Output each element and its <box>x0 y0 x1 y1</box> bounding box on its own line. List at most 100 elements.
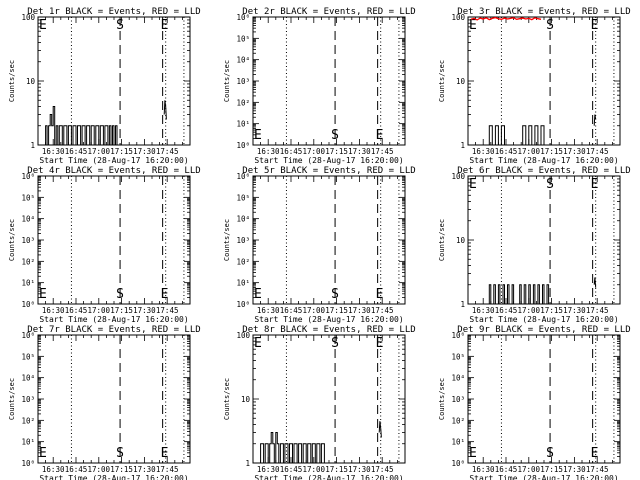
x-tick-label: 17:00 <box>303 306 326 315</box>
y-tick-label: 10⁵ <box>236 193 250 202</box>
x-axis-label: Start Time (28-Aug-17 16:20:00) <box>254 474 403 480</box>
marker-E-right: E <box>376 336 384 351</box>
chart-title: Det 9r BLACK = Events, RED = LLD <box>457 325 630 335</box>
x-tick-label: 17:15 <box>110 306 133 315</box>
x-tick-label: 16:45 <box>280 306 303 315</box>
chart-title: Det 7r BLACK = Events, RED = LLD <box>27 325 200 335</box>
y-tick-label: 1 <box>245 459 250 468</box>
x-tick-label: 17:30 <box>133 147 156 156</box>
x-tick-label: 17:15 <box>540 465 563 474</box>
marker-S: S <box>546 18 554 33</box>
y-tick-label: 100 <box>451 13 465 22</box>
y-tick-label: 10⁶ <box>236 172 250 181</box>
y-tick-label: 10⁰ <box>451 459 465 468</box>
y-axis-label: Counts/sec <box>438 219 446 261</box>
x-tick-label: 17:15 <box>325 147 348 156</box>
y-tick-label: 10⁰ <box>21 459 35 468</box>
events-series-late <box>593 114 597 126</box>
y-tick-label: 10¹ <box>451 438 465 447</box>
marker-E-left: E <box>254 287 262 302</box>
y-tick-label: 10¹ <box>236 120 250 129</box>
y-tick-label: 10¹ <box>236 279 250 288</box>
x-axis-label: Start Time (28-Aug-17 16:20:00) <box>39 315 188 324</box>
x-tick-label: 17:45 <box>586 147 609 156</box>
events-series <box>260 432 325 464</box>
x-tick-label: 16:45 <box>65 306 88 315</box>
marker-S: S <box>331 287 339 302</box>
x-tick-label: 16:30 <box>257 306 280 315</box>
x-tick-label: 17:45 <box>156 147 179 156</box>
x-axis-label: Start Time (28-Aug-17 16:20:00) <box>469 315 618 324</box>
plot-frame <box>252 175 406 305</box>
chart-title: Det 2r BLACK = Events, RED = LLD <box>242 7 415 17</box>
y-tick-label: 100 <box>236 331 250 340</box>
marker-S: S <box>546 446 554 461</box>
y-tick-label: 10 <box>241 395 251 404</box>
marker-S: S <box>116 18 124 33</box>
x-tick-label: 17:00 <box>88 147 111 156</box>
y-tick-label: 10¹ <box>21 438 35 447</box>
x-tick-label: 17:00 <box>518 306 541 315</box>
x-tick-label: 16:45 <box>65 147 88 156</box>
x-tick-label: 17:45 <box>371 306 394 315</box>
x-tick-label: 17:15 <box>540 147 563 156</box>
x-axis-label: Start Time (28-Aug-17 16:20:00) <box>39 474 188 480</box>
y-tick-label: 10² <box>236 98 250 107</box>
x-tick-label: 17:00 <box>88 465 111 474</box>
marker-E-right: E <box>161 287 169 302</box>
x-tick-label: 17:30 <box>348 465 371 474</box>
x-tick-label: 16:45 <box>280 147 303 156</box>
x-tick-label: 17:45 <box>371 147 394 156</box>
x-tick-label: 16:30 <box>42 306 65 315</box>
plot-frame <box>37 334 191 464</box>
marker-E-right: E <box>591 18 599 33</box>
x-tick-label: 17:30 <box>563 147 586 156</box>
y-tick-label: 10 <box>456 77 466 86</box>
y-tick-label: 10³ <box>236 236 250 245</box>
y-tick-label: 10⁵ <box>21 193 35 202</box>
events-series <box>488 284 550 305</box>
y-tick-label: 10⁴ <box>451 374 465 383</box>
x-axis-label: Start Time (28-Aug-17 16:20:00) <box>39 156 188 165</box>
marker-E-left: E <box>469 177 477 192</box>
x-tick-label: 16:30 <box>472 465 495 474</box>
y-tick-label: 10⁴ <box>21 374 35 383</box>
marker-E-right: E <box>161 446 169 461</box>
marker-S: S <box>331 128 339 143</box>
chart-title: Det 8r BLACK = Events, RED = LLD <box>242 325 415 335</box>
x-tick-label: 16:45 <box>495 306 518 315</box>
plot-frame <box>252 16 406 146</box>
marker-E-left: E <box>469 446 477 461</box>
y-axis-label: Counts/sec <box>8 60 16 102</box>
x-axis-label: Start Time (28-Aug-17 16:20:00) <box>469 474 618 480</box>
chart-title: Det 4r BLACK = Events, RED = LLD <box>27 166 200 176</box>
plot-frame <box>467 334 621 464</box>
x-tick-label: 17:00 <box>88 306 111 315</box>
x-tick-label: 17:00 <box>518 465 541 474</box>
y-tick-label: 10 <box>26 77 36 86</box>
x-tick-label: 17:30 <box>348 306 371 315</box>
y-axis-label: Counts/sec <box>223 219 231 261</box>
y-tick-label: 10⁵ <box>451 352 465 361</box>
chart-panel-5: Det 5r BLACK = Events, RED = LLD Counts/s… <box>223 166 416 324</box>
y-tick-label: 10⁶ <box>21 172 35 181</box>
x-tick-label: 17:45 <box>371 465 394 474</box>
x-axis-label: Start Time (28-Aug-17 16:20:00) <box>254 156 403 165</box>
chart-panel-8: Det 8r BLACK = Events, RED = LLD Counts/s… <box>223 325 416 480</box>
x-tick-label: 17:30 <box>348 147 371 156</box>
x-tick-label: 16:30 <box>257 147 280 156</box>
x-tick-label: 16:30 <box>257 465 280 474</box>
y-tick-label: 10² <box>236 257 250 266</box>
y-tick-label: 100 <box>451 172 465 181</box>
marker-S: S <box>546 177 554 192</box>
y-tick-label: 1 <box>460 300 465 309</box>
marker-E-right: E <box>376 128 384 143</box>
chart-panel-9: Det 9r BLACK = Events, RED = LLD Counts/s… <box>438 325 631 480</box>
x-tick-label: 17:45 <box>586 306 609 315</box>
x-tick-label: 17:00 <box>303 147 326 156</box>
x-tick-label: 16:45 <box>495 147 518 156</box>
chart-title: Det 1r BLACK = Events, RED = LLD <box>27 7 200 17</box>
marker-E-left: E <box>39 287 47 302</box>
y-tick-label: 10⁴ <box>236 215 250 224</box>
y-tick-label: 1 <box>30 141 35 150</box>
